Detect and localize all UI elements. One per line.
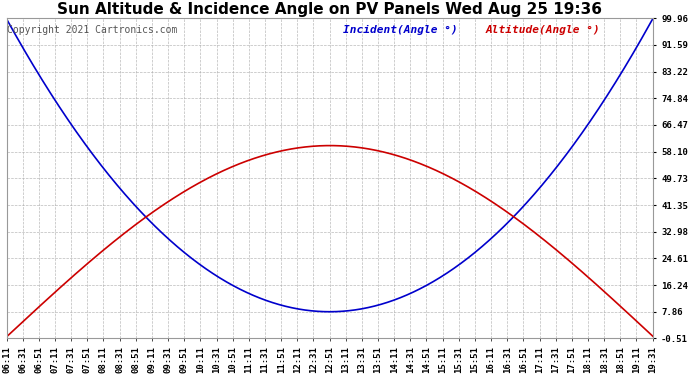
Text: Copyright 2021 Cartronics.com: Copyright 2021 Cartronics.com: [7, 25, 177, 34]
Text: Altitude(Angle °): Altitude(Angle °): [485, 25, 600, 34]
Text: Incident(Angle °): Incident(Angle °): [343, 25, 457, 34]
Title: Sun Altitude & Incidence Angle on PV Panels Wed Aug 25 19:36: Sun Altitude & Incidence Angle on PV Pan…: [57, 2, 602, 17]
